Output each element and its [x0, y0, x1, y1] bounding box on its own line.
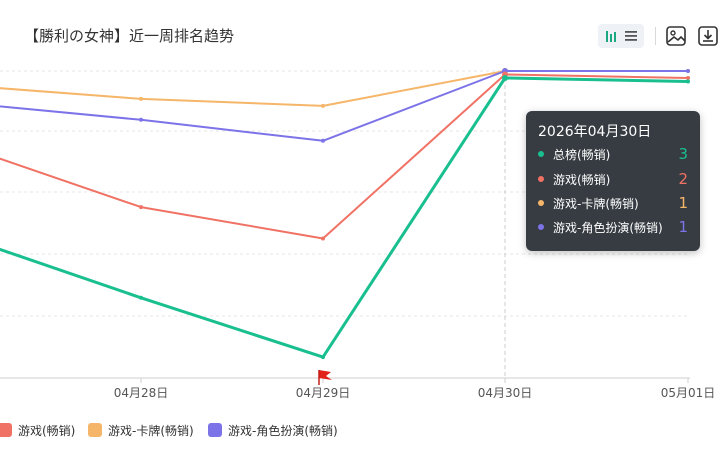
- chart-title: 【勝利の女神】近一周排名趋势: [24, 27, 235, 45]
- download-icon: [697, 25, 719, 47]
- data-point[interactable]: [321, 236, 325, 241]
- legend-item-game[interactable]: 游戏(畅销): [0, 420, 75, 440]
- tooltip-row-value: 2: [678, 170, 688, 188]
- legend-label: 游戏-角色扮演(畅销): [228, 423, 338, 438]
- legend-swatch: [0, 423, 12, 437]
- legend-swatch: [208, 423, 222, 437]
- tooltip-row-value: 1: [678, 194, 688, 212]
- chart-tooltip: 2026年04月30日 总榜(畅销) 3 游戏(畅销) 2 游戏-卡牌(畅销) …: [526, 111, 700, 251]
- data-point[interactable]: [321, 355, 325, 360]
- x-tick-label: 05月01日: [661, 386, 716, 400]
- tooltip-row-label: 总榜(畅销): [553, 147, 611, 162]
- tooltip-row: 游戏-角色扮演(畅销) 1: [538, 216, 688, 238]
- data-point[interactable]: [321, 138, 325, 143]
- tooltip-row: 游戏(畅销) 2: [538, 168, 688, 190]
- tooltip-row-value: 1: [678, 218, 688, 236]
- data-point[interactable]: [686, 69, 690, 73]
- legend-item-rpg[interactable]: 游戏-角色扮演(畅销): [208, 420, 338, 440]
- save-image-button[interactable]: [664, 24, 688, 48]
- legend-item-card[interactable]: 游戏-卡牌(畅销): [88, 420, 194, 440]
- data-point[interactable]: [139, 205, 143, 210]
- tooltip-dot: [538, 200, 544, 206]
- data-point[interactable]: [139, 96, 143, 101]
- x-tick-label: 04月28日: [114, 386, 169, 400]
- toolbar-divider: [655, 27, 656, 45]
- tooltip-row-value: 3: [678, 145, 688, 163]
- legend-swatch: [88, 423, 102, 437]
- tooltip-date: 2026年04月30日: [538, 124, 652, 140]
- tooltip-row: 总榜(畅销) 3: [538, 143, 688, 165]
- view-toggle-button[interactable]: [598, 24, 644, 48]
- tooltip-dot: [538, 151, 544, 157]
- tooltip-row-label: 游戏(畅销): [553, 172, 611, 187]
- x-tick-label: 04月30日: [478, 386, 533, 400]
- data-point[interactable]: [321, 103, 325, 108]
- data-point[interactable]: [502, 75, 508, 81]
- x-axis-ticks: 04月28日 04月29日 04月30日 05月01日: [114, 378, 716, 400]
- tooltip-dot: [538, 224, 544, 230]
- series-lines: [0, 68, 690, 360]
- download-button[interactable]: [696, 24, 720, 48]
- data-point[interactable]: [139, 295, 143, 300]
- tooltip-row: 游戏-卡牌(畅销) 1: [538, 192, 688, 214]
- legend-label: 游戏-卡牌(畅销): [108, 423, 194, 438]
- image-save-icon: [665, 25, 687, 47]
- tooltip-row-label: 游戏-角色扮演(畅销): [553, 220, 663, 235]
- red-flag-icon: [319, 370, 332, 380]
- grid-lines: [0, 70, 690, 317]
- data-point[interactable]: [139, 117, 143, 122]
- tooltip-row-label: 游戏-卡牌(畅销): [553, 196, 639, 211]
- legend-label: 游戏(畅销): [18, 423, 76, 438]
- tooltip-dot: [538, 176, 544, 182]
- list-icon: [624, 29, 638, 43]
- x-tick-label: 04月29日: [296, 386, 351, 400]
- annotation-flag: [318, 370, 332, 385]
- data-point[interactable]: [686, 76, 690, 80]
- bar-chart-toggle-icon: [604, 28, 620, 44]
- data-point[interactable]: [686, 79, 690, 84]
